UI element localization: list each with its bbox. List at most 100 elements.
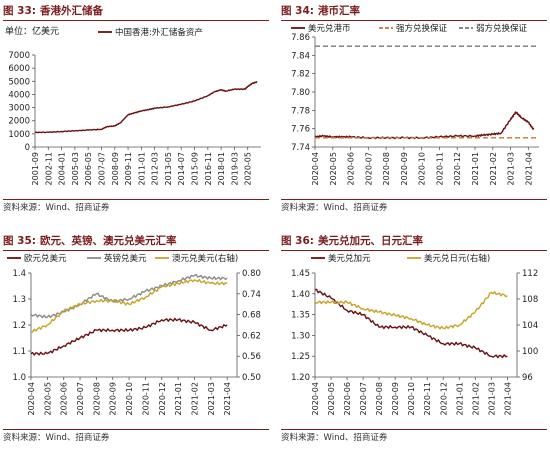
y-tick-label: 1.20 [291,373,310,383]
y-tick-label: 3000 [8,104,30,114]
figure-number: 图 34: [281,5,314,17]
y-tick-label: 1.4 [12,269,26,279]
y-tick-label: 7.80 [291,88,310,98]
legend-label: 英镑兑美元 [104,253,147,264]
x-tick-label: 2020-05 [43,382,52,415]
y-tick-label: 4000 [8,90,30,100]
x-tick-label: 2020-09 [391,382,400,415]
source-rule [3,429,269,430]
chart-fx-reserves: 0 1000 2000 3000 4000 5000 6000 7000 2001-09 2002… [8,27,261,185]
series-line-2 [30,278,228,333]
x-tick-label: 2021-01 [174,382,183,415]
chart-cad-jpy: 1.20 1.25 1.30 1.35 1.40 1.45 96 100 104 108 112 20… [291,253,538,415]
x-tick-label: 2004-01 [58,152,67,185]
panel-title: 图 33: 香港外汇储备 [3,3,103,19]
x-tick-label: 2009-11 [124,152,133,185]
panel-cad-jpy: 图 36: 美元兑加元、日元汇率 1.20 1.25 1.30 1.35 1.40 1.45… [281,233,547,447]
x-tick-label: 2020-11 [435,152,444,185]
x-tick-label: 2006-05 [84,152,93,185]
figure-title: 欧元、英镑、澳元兑美元汇率 [39,235,177,247]
x-tick-label: 2018-01 [217,152,226,185]
x-tick-label: 2021-04 [223,382,232,415]
x-tick-label: 2020-05 [244,152,253,185]
legend-label: 美元兑日元(右轴) [424,253,490,264]
legend-label: 中国香港:外汇储备资产 [115,27,203,38]
figure-number: 图 36: [281,235,314,247]
y-tick-label: 1.0 [12,373,26,383]
y-tick-label: 1.2 [12,321,26,331]
source-rule [3,199,269,200]
panel-fx-reserves: 图 33: 香港外汇储备 单位：亿美元 0 1000 2000 3000 4000 5000… [3,3,269,215]
x-tick-label: 2014-07 [177,152,186,185]
x-tick-label: 2020-09 [400,152,409,185]
x-tick-label: 2005-03 [71,152,80,185]
x-tick-label: 2001-09 [31,152,40,185]
x-tick-label: 2021-03 [207,382,216,415]
x-tick-label: 2011-01 [137,152,146,185]
y-tick-label: 1.25 [291,352,310,362]
x-tick-label: 2021-03 [487,382,496,415]
y-tick-label: 7.78 [291,106,310,116]
x-tick-label: 2021-02 [190,382,199,415]
x-tick-label: 2021-01 [455,382,464,415]
panel-eur-gbp-aud: 图 35: 欧元、英镑、澳元兑美元汇率 1.0 1.1 1.2 1.3 1.4 0.50 0.… [3,233,269,447]
y-tick-label: 7.82 [291,70,310,80]
series-line-1 [314,291,508,330]
y2-tick-label: 104 [522,321,538,331]
figure-title: 香港外汇储备 [39,5,103,17]
x-tick-label: 2012-03 [151,152,160,185]
chart-hkd-rate: 7.74 7.76 7.78 7.80 7.82 7.84 7.86 2020-04 2020-… [291,23,539,185]
title-rule [281,20,547,21]
x-tick-label: 2002-11 [44,152,53,185]
x-tick-label: 2020-11 [141,382,150,415]
x-tick-label: 2021-04 [503,382,512,415]
x-tick-label: 2021-02 [471,382,480,415]
y-tick-label: 1.45 [291,269,310,279]
x-tick-label: 2020-04 [311,382,320,415]
y-tick-label: 1.1 [12,347,26,357]
figure-title: 港币汇率 [317,5,360,17]
panel-hkd-rate: 图 34: 港币汇率 7.74 7.76 7.78 7.80 7.82 7.84 7.86 20… [281,3,547,215]
source-rule [281,199,547,200]
x-tick-label: 2008-09 [111,152,120,185]
x-tick-label: 2020-12 [453,152,462,185]
x-tick-label: 2021-02 [489,152,498,185]
x-tick-label: 2015-09 [191,152,200,185]
series-line-0 [30,317,228,356]
x-tick-label: 2013-05 [164,152,173,185]
y-tick-label: 7000 [8,51,30,61]
y-tick-label: 1.3 [12,295,26,305]
y2-tick-label: 96 [522,373,533,383]
y2-tick-label: 0.80 [242,269,261,279]
x-tick-label: 2020-12 [439,382,448,415]
x-tick-label: 2020-06 [60,382,69,415]
figure-number: 图 35: [3,235,36,247]
legend-label: 美元兑加元 [328,253,371,264]
y-tick-label: 7.86 [291,33,310,43]
x-tick-label: 2020-10 [418,152,427,185]
x-tick-label: 2020-08 [92,382,101,415]
x-tick-label: 2020-04 [27,382,36,415]
panel-title: 图 36: 美元兑加元、日元汇率 [281,233,423,249]
legend-label: 美元兑港币 [308,23,351,34]
series-line-0 [34,81,258,134]
series-line-0 [314,288,508,359]
source-note: 资料来源：Wind、招商证券 [3,433,110,443]
x-tick-label: 2020-11 [423,382,432,415]
chart-eur-gbp-aud: 1.0 1.1 1.2 1.3 1.4 0.50 0.56 0.62 0.68 0.74 0.80 2… [7,253,261,415]
unit-label: 单位：亿美元 [5,27,60,37]
y2-tick-label: 112 [522,269,538,279]
legend: 美元兑加元 美元兑日元(右轴) [311,253,490,264]
y2-tick-label: 0.62 [242,331,261,341]
y-tick-label: 7.84 [291,51,310,61]
x-tick-label: 2020-08 [375,382,384,415]
y2-tick-label: 108 [522,295,538,305]
y2-tick-label: 0.50 [242,373,261,383]
x-tick-label: 2020-09 [109,382,118,415]
panel-title: 图 35: 欧元、英镑、澳元兑美元汇率 [3,233,176,249]
x-tick-label: 2020-12 [158,382,167,415]
y-tick-label: 7.76 [291,125,310,135]
x-tick-label: 2020-07 [364,152,373,185]
source-rule [281,429,547,430]
legend-label: 澳元兑美元(右轴) [172,253,238,264]
